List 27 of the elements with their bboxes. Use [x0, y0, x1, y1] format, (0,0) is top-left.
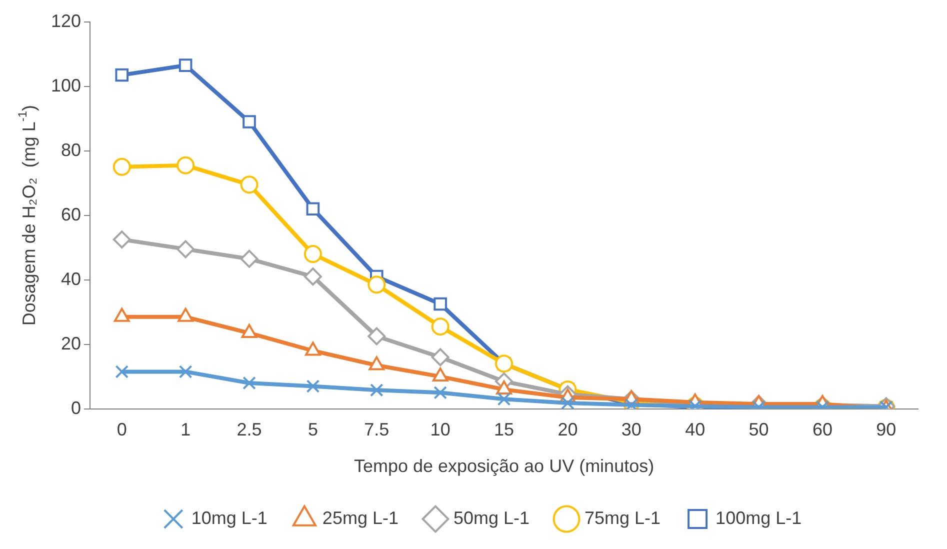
x-tick-label: 0 — [116, 420, 127, 440]
legend-label: 25mg L-1 — [322, 508, 398, 528]
x-tick-label: 30 — [621, 420, 642, 440]
x-tick-label: 20 — [558, 420, 578, 440]
legend-label: 50mg L-1 — [453, 508, 530, 528]
y-tick-label: 20 — [61, 333, 82, 354]
x-tick-label: 1 — [180, 420, 191, 440]
x-tick-label: 15 — [494, 420, 514, 440]
x-tick-label: 7.5 — [364, 420, 390, 440]
x-tick-label: 40 — [685, 420, 706, 440]
y-tick-label: 100 — [50, 75, 82, 96]
x-tick-label: 10 — [430, 420, 450, 440]
y-tick-label: 120 — [50, 10, 82, 31]
y-axis-title: Dosagem de H₂O₂ (mg L-1) — [15, 104, 39, 326]
x-tick-label: 90 — [876, 420, 896, 440]
y-tick-label: 80 — [61, 140, 82, 160]
y-tick-label: 0 — [71, 398, 82, 418]
x-tick-label: 60 — [812, 420, 832, 440]
legend-label: 100mg L-1 — [716, 508, 802, 528]
y-tick-label: 40 — [61, 268, 82, 289]
legend-label: 75mg L-1 — [584, 508, 661, 528]
x-axis-title: Tempo de exposição ao UV (minutos) — [354, 456, 654, 476]
x-tick-label: 50 — [748, 420, 769, 440]
legend-label: 10mg L-1 — [191, 508, 268, 528]
y-tick-label: 60 — [61, 204, 82, 224]
x-tick-label: 5 — [308, 420, 318, 440]
x-tick-label: 2.5 — [236, 420, 262, 440]
